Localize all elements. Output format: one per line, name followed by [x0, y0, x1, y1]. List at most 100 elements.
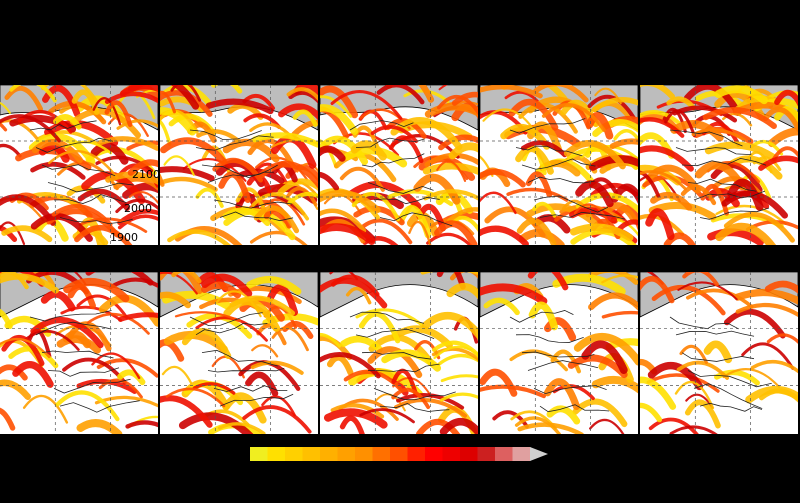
- precip-band: [41, 85, 100, 105]
- precip-band: [211, 85, 243, 94]
- precip-band: [320, 104, 359, 136]
- precip-band: [246, 276, 302, 295]
- colorbar-segment: [372, 447, 391, 461]
- precip-band: [591, 375, 638, 394]
- contour: [515, 145, 583, 157]
- precip-band: [575, 180, 614, 208]
- precip-band: [320, 145, 346, 162]
- precip-band: [509, 349, 569, 372]
- precip-band: [120, 85, 158, 97]
- precip-band: [0, 143, 22, 158]
- contour: [699, 207, 770, 220]
- precip-band: [78, 217, 148, 233]
- precip-band: [330, 403, 385, 419]
- precip-band: [160, 173, 165, 187]
- contour: [379, 402, 450, 412]
- precip-band: [0, 379, 32, 400]
- precip-band: [160, 395, 213, 428]
- precip-band: [320, 95, 353, 118]
- precip-band: [480, 168, 526, 188]
- precip-band: [722, 368, 781, 389]
- colorbar-segment: [320, 447, 338, 461]
- precip-band: [0, 114, 62, 143]
- contour: [219, 211, 294, 222]
- contour: [373, 197, 440, 205]
- precip-band: [24, 330, 80, 351]
- precip-band: [651, 284, 726, 316]
- precip-band: [0, 364, 28, 381]
- precip-band: [514, 416, 561, 434]
- precip-band: [650, 191, 693, 211]
- contour: [349, 311, 425, 324]
- precip-band: [86, 312, 150, 335]
- precip-band: [115, 198, 158, 214]
- contour: [59, 217, 133, 225]
- precip-band: [480, 384, 546, 399]
- precip-band: [160, 137, 227, 165]
- precip-band: [63, 278, 130, 303]
- precip-band: [434, 220, 478, 245]
- precip-band: [320, 223, 376, 245]
- precip-band: [691, 128, 747, 142]
- precip-band: [501, 85, 568, 102]
- precip-band: [483, 297, 520, 316]
- precip-band: [98, 378, 143, 399]
- map-panel: [0, 85, 158, 245]
- precip-band: [376, 85, 425, 105]
- precip-band: [9, 85, 57, 103]
- precip-band: [170, 85, 202, 102]
- colorbar-segment: [425, 447, 443, 461]
- colorbar-segment: [390, 447, 408, 461]
- precip-band: [116, 119, 158, 130]
- contour: [539, 404, 610, 413]
- colorbar-segment: [302, 447, 321, 461]
- precip-band: [163, 155, 195, 176]
- contour: [53, 194, 127, 204]
- precip-band: [174, 311, 242, 323]
- precip-band: [508, 98, 559, 131]
- precip-band: [253, 205, 300, 234]
- precip-band: [53, 114, 82, 130]
- precip-band: [0, 221, 26, 245]
- precip-band: [573, 203, 611, 226]
- map-panel: [160, 272, 318, 434]
- contour: [213, 199, 292, 209]
- precip-band: [386, 85, 435, 103]
- precip-band: [320, 335, 353, 361]
- contour: [189, 312, 263, 326]
- precip-band: [104, 100, 133, 127]
- precip-band: [117, 312, 158, 322]
- colorbar-segment: [337, 447, 356, 461]
- precip-band: [526, 203, 598, 227]
- precip-band: [416, 418, 461, 434]
- contour: [201, 349, 278, 367]
- precip-band: [261, 395, 296, 417]
- precip-band: [433, 345, 478, 360]
- precip-band: [480, 191, 517, 215]
- precip-band: [358, 311, 401, 344]
- precip-band: [646, 373, 720, 393]
- precip-band: [758, 155, 798, 171]
- precip-band: [424, 102, 478, 118]
- contour: [361, 153, 425, 168]
- precip-band: [76, 419, 123, 434]
- precip-band: [685, 393, 714, 410]
- precip-band: [286, 87, 318, 101]
- precip-band: [391, 387, 431, 409]
- precip-band: [340, 335, 383, 353]
- colorbar-segment: [285, 447, 303, 461]
- contour: [41, 164, 116, 177]
- precip-band: [127, 159, 158, 176]
- colorbar-segment: [495, 447, 513, 461]
- precip-band: [160, 119, 172, 146]
- precip-band: [543, 378, 581, 411]
- precip-band: [167, 229, 231, 245]
- contour: [59, 400, 140, 413]
- precip-band: [192, 382, 236, 395]
- precip-band: [196, 129, 241, 143]
- contour: [681, 157, 767, 167]
- precip-band: [165, 387, 226, 408]
- precip-band: [666, 96, 697, 111]
- colorbar-segment: [460, 447, 478, 461]
- precip-band: [532, 201, 557, 218]
